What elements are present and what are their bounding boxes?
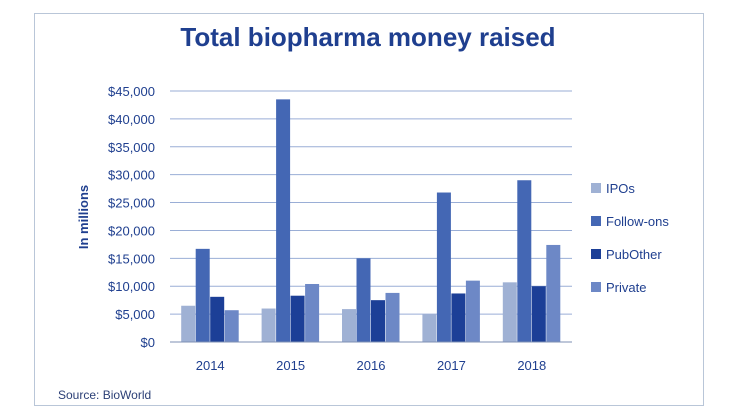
bar-ipos-2014 — [181, 305, 196, 342]
bar-private-2017 — [465, 280, 480, 342]
bar-private-2018 — [546, 244, 561, 342]
legend-label: Follow-ons — [606, 214, 669, 229]
bar-pubother-2018 — [531, 286, 546, 342]
bar-ipos-2016 — [342, 309, 356, 342]
y-tick-label: $15,000 — [108, 251, 155, 266]
bar-follow-ons-2018 — [517, 180, 532, 342]
bar-pubother-2014 — [210, 296, 225, 342]
legend-label: PubOther — [606, 247, 662, 262]
bar-private-2014 — [224, 310, 239, 342]
y-tick-label: $25,000 — [108, 196, 155, 211]
chart-title: Total biopharma money raised — [180, 22, 556, 52]
bar-ipos-2017 — [422, 314, 437, 342]
y-tick-label: $10,000 — [108, 279, 155, 294]
x-tick-label: 2018 — [517, 358, 546, 373]
y-tick-label: $0 — [141, 335, 155, 350]
bar-ipos-2018 — [502, 282, 517, 342]
x-tick-label: 2017 — [437, 358, 466, 373]
legend-label: IPOs — [606, 181, 635, 196]
bar-follow-ons-2017 — [436, 192, 451, 342]
bar-pubother-2016 — [371, 300, 385, 342]
y-tick-label: $30,000 — [108, 168, 155, 183]
y-tick-label: $40,000 — [108, 112, 155, 127]
x-tick-label: 2015 — [276, 358, 305, 373]
y-axis-label: In millions — [76, 185, 91, 249]
bar-ipos-2015 — [261, 308, 276, 342]
bar-follow-ons-2014 — [195, 248, 210, 342]
y-tick-label: $5,000 — [115, 307, 155, 322]
x-tick-label: 2014 — [196, 358, 225, 373]
legend-swatch — [591, 183, 601, 193]
legend-swatch — [591, 216, 601, 226]
legend: IPOs Follow-ons PubOther Private — [591, 181, 669, 295]
bar-private-2016 — [385, 292, 400, 342]
y-tick-label: $35,000 — [108, 140, 155, 155]
legend-label: Private — [606, 280, 646, 295]
bar-pubother-2015 — [290, 295, 305, 342]
y-tick-labels: $0 $5,000 $10,000 $15,000 $20,000 $25,000 $30,… — [108, 84, 155, 350]
bar-follow-ons-2015 — [276, 99, 291, 342]
legend-swatch — [591, 282, 601, 292]
y-tick-label: $20,000 — [108, 223, 155, 238]
legend-swatch — [591, 249, 601, 259]
bars — [181, 99, 561, 342]
bar-pubother-2017 — [451, 293, 466, 342]
x-tick-label: 2016 — [357, 358, 386, 373]
grid-lines — [170, 90, 572, 315]
y-tick-label: $45,000 — [108, 84, 155, 99]
x-tick-labels: 2014 2015 2016 2017 2018 — [196, 358, 547, 373]
bar-private-2015 — [305, 283, 320, 342]
bar-follow-ons-2016 — [356, 258, 371, 342]
source-note: Source: BioWorld — [58, 388, 152, 402]
